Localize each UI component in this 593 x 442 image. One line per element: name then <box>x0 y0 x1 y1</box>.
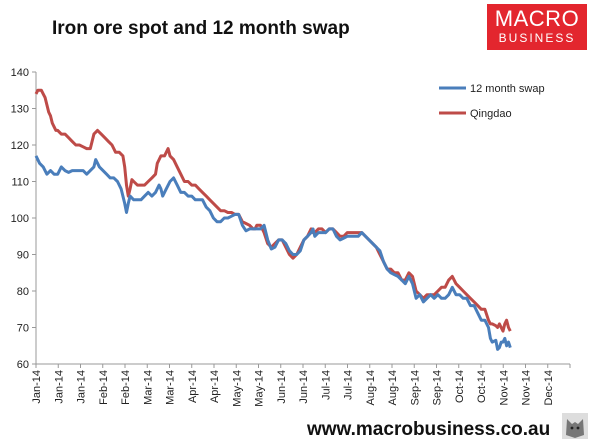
x-tick-label: Jan-14 <box>76 370 88 404</box>
y-tick-label: 70 <box>17 323 29 335</box>
y-tick-label: 140 <box>11 67 29 79</box>
y-tick-label: 80 <box>17 286 29 298</box>
x-tick-label: Jan-14 <box>31 370 43 404</box>
x-tick-label: Aug-14 <box>365 370 377 405</box>
x-tick-label: Aug-14 <box>387 370 399 405</box>
x-tick-label: Jul-14 <box>343 370 355 400</box>
x-axis-ticks: Jan-14 Jan-14 Jan-14 Feb-14 Feb-14 Mar-14 Mar-… <box>31 364 571 407</box>
logo-line-1: MACRO <box>494 6 580 31</box>
x-tick-label: Oct-14 <box>476 370 488 403</box>
x-tick-label: Mar-14 <box>142 370 154 405</box>
y-axis-ticks: 60 70 80 90 100 110 120 130 140 <box>11 67 36 371</box>
x-tick-label: Jun-14 <box>298 370 310 404</box>
series-lines <box>34 88 512 351</box>
legend-label: 12 month swap <box>470 83 545 95</box>
x-tick-label: May-14 <box>231 370 243 407</box>
y-tick-label: 90 <box>17 250 29 262</box>
x-tick-label: Jun-14 <box>276 370 288 404</box>
wolf-logo-icon <box>562 413 588 439</box>
x-tick-label: Apr-14 <box>209 370 221 403</box>
y-tick-label: 130 <box>11 104 29 116</box>
x-tick-label: Sep-14 <box>432 370 444 405</box>
x-tick-label: Feb-14 <box>120 370 132 405</box>
x-tick-label: May-14 <box>254 370 266 407</box>
y-tick-label: 110 <box>11 177 29 189</box>
x-tick-label: Mar-14 <box>165 370 177 405</box>
x-tick-label: Jan-14 <box>53 370 65 404</box>
x-tick-label: Dec-14 <box>543 370 555 405</box>
y-tick-label: 100 <box>11 213 29 225</box>
x-tick-label: Feb-14 <box>98 370 110 405</box>
footer-url: www.macrobusiness.co.au <box>307 419 551 440</box>
x-tick-label: Sep-14 <box>409 370 421 405</box>
y-tick-label: 120 <box>11 140 29 152</box>
y-tick-label: 60 <box>17 359 29 371</box>
x-tick-label: Apr-14 <box>187 370 199 403</box>
macrobusiness-logo: MACRO BUSINESS <box>487 4 587 50</box>
x-tick-label: Nov-14 <box>498 370 510 405</box>
legend-label: Qingdao <box>470 108 512 120</box>
chart-legend: 12 month swap Qingdao <box>439 83 545 120</box>
series-line-12-month-swap <box>34 155 512 351</box>
x-tick-label: Nov-14 <box>521 370 533 405</box>
chart-title: Iron ore spot and 12 month swap <box>52 18 350 39</box>
x-tick-label: Jul-14 <box>320 370 332 400</box>
logo-line-2: BUSINESS <box>498 31 576 45</box>
x-tick-label: Oct-14 <box>454 370 466 403</box>
